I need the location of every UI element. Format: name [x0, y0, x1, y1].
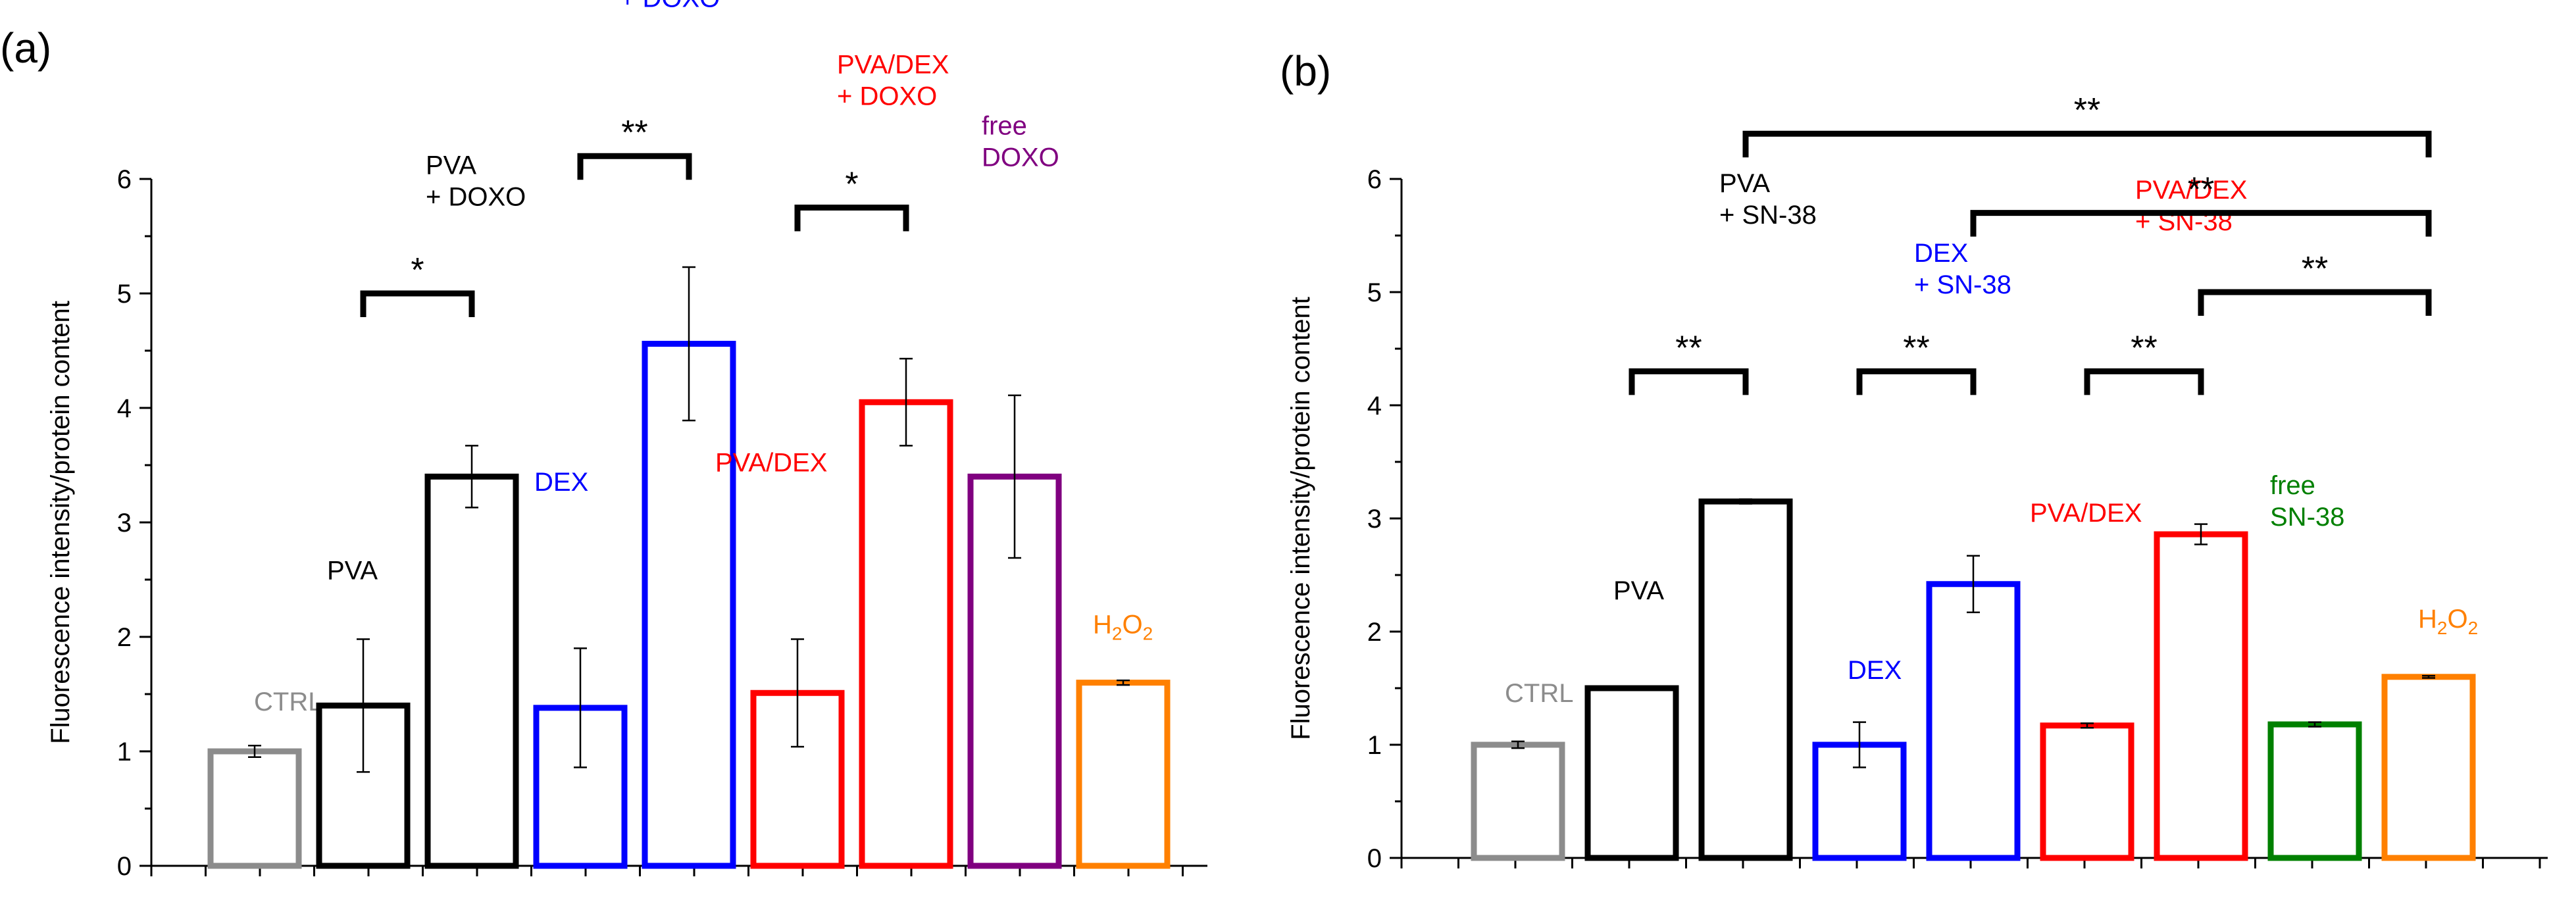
- panel-a-bar-pva-doxo-label: PVA + DOXO: [426, 151, 526, 211]
- panel-b-bar-free-sn-38: [2267, 721, 2362, 861]
- panel-b-bar-dex-sn-38-label: DEX + SN-38: [1914, 239, 2011, 299]
- panel-b-significance-label: **: [2131, 329, 2157, 367]
- panel-b-bar-pva-label: PVA: [1613, 576, 1664, 605]
- panel-a-plot: 0 1 2 3 4 5 6 Fluorescence intensity/protein co…: [46, 0, 1207, 881]
- panel-b-bar-dex-error-bar: [1853, 721, 1866, 768]
- panel-b-y-tick-label: 5: [1367, 278, 1382, 307]
- panel-a-y-tick-label: 5: [117, 280, 132, 309]
- panel-b-y-tick-label: 1: [1367, 731, 1382, 760]
- panel-b-bar-pva-dex-sn-38-error-bar: [2194, 523, 2208, 545]
- panel-a-bar-dex-label: DEX: [534, 468, 588, 497]
- panel-a-bar-pva-label: PVA: [327, 556, 378, 585]
- panel-b-bar-pva-dex-sn-38: [2154, 531, 2248, 861]
- panel-b-bar-ctrl: [1471, 741, 1565, 861]
- panel-a-significance-bracket: [794, 205, 909, 232]
- panel-b-bar-pva-dex: [2040, 722, 2134, 861]
- panel-b-y-tick-label: 4: [1367, 391, 1382, 420]
- panel-b: (b) 0 1 2 3 4 5 6 Fluorescence intensity/protei…: [1280, 47, 2548, 873]
- panel-a-bar-pva-error-bar: [357, 638, 370, 773]
- panel-b-significance-bracket: [1856, 368, 1977, 395]
- panel-b-y-tick-label: 0: [1367, 844, 1382, 873]
- panel-b-bar-pva-sn-38-label: PVA + SN-38: [1719, 169, 1817, 230]
- panel-a-y-tick-label: 4: [117, 394, 132, 423]
- panel-a-bar-h2o2: [1076, 680, 1171, 869]
- panel-a-bar-free-doxo-error-bar: [1008, 394, 1021, 559]
- panel-b-bar-pva-dex-label: PVA/DEX: [2030, 499, 2142, 528]
- panel-b-significance-label: **: [2302, 250, 2328, 288]
- panel-a-bar-ctrl-label: CTRL: [254, 688, 322, 716]
- panel-b-plot: 0 1 2 3 4 5 6 Fluorescence intensity/protein co…: [1286, 91, 2548, 873]
- panel-a-y-tick-label: 3: [117, 509, 132, 538]
- panel-a-y-tick-label: 6: [117, 165, 132, 194]
- panel-b-significance-label: **: [2074, 91, 2100, 130]
- panel-b-significance-label: **: [2188, 171, 2214, 209]
- panel-a-bar-pva-doxo: [424, 473, 519, 869]
- panel-a-bar-pva-doxo-error-bar: [465, 445, 478, 509]
- panel-b-y-tick-label: 6: [1367, 165, 1382, 194]
- panel-a-bar-pva-dex-doxo-label: PVA/DEX + DOXO: [837, 50, 949, 111]
- panel-a-significance-bracket: [577, 153, 692, 180]
- panel-a-bar-pva-dex-doxo-error-bar: [899, 357, 913, 447]
- panel-b-bar-pva-sn-38-error-bar: [1739, 498, 1752, 505]
- panel-a-bar-dex-doxo-error-bar: [682, 266, 695, 422]
- panel-a: (a) 0 1 2 3 4 5 6 Fluorescence intensity/protei…: [0, 0, 1207, 881]
- panel-a-bar-dex-doxo: [642, 341, 736, 869]
- panel-a-bar-pva-dex-doxo: [859, 399, 953, 869]
- panel-b-label: (b): [1280, 47, 1331, 95]
- panel-a-bar-free-doxo-label: free DOXO: [982, 111, 1059, 172]
- panel-b-y-tick-label: 2: [1367, 618, 1382, 647]
- panel-b-bar-dex-sn-38-error-bar: [1967, 555, 1980, 614]
- panel-b-bar-free-sn-38-label: free SN-38: [2270, 471, 2344, 532]
- panel-b-bar-dex-label: DEX: [1848, 656, 1902, 685]
- panel-a-significance-label: **: [621, 114, 647, 152]
- panel-b-y-tick-label: 3: [1367, 505, 1382, 534]
- panel-a-bar-dex-doxo-label: DEX+ DOXO: [620, 0, 720, 13]
- panel-b-significance-bracket: [2084, 368, 2204, 395]
- panel-a-y-tick-label: 0: [117, 852, 132, 881]
- panel-b-significance-bracket: [1742, 130, 2432, 158]
- panel-b-bar-h2o2-label: H2O2: [2418, 605, 2478, 638]
- panel-a-y-tick-label: 2: [117, 623, 132, 652]
- panel-a-bar-pva-dex-error-bar: [791, 638, 804, 748]
- panel-b-bar-pva: [1584, 685, 1679, 861]
- panel-b-bar-free-sn-38-error-bar: [2308, 721, 2321, 728]
- panel-b-significance-bracket: [1629, 368, 1749, 395]
- panel-b-significance-label: **: [1675, 329, 1702, 367]
- panel-b-significance-bracket: [1970, 210, 2432, 237]
- panel-a-significance-bracket: [360, 290, 475, 317]
- panel-b-significance-bracket: [2198, 289, 2432, 316]
- panel-b-bar-h2o2: [2381, 674, 2476, 861]
- panel-a-bar-ctrl-error-bar: [248, 745, 261, 758]
- panel-a-label: (a): [0, 24, 51, 72]
- panel-b-bar-dex-sn-38: [1926, 581, 2021, 861]
- panel-b-bar-h2o2-error-bar: [2422, 674, 2435, 679]
- panel-b-bar-ctrl-label: CTRL: [1505, 679, 1573, 708]
- panel-b-bar-pva-sn-38: [1698, 498, 1793, 861]
- panel-a-significance-label: *: [411, 251, 424, 289]
- panel-b-bar-ctrl-error-bar: [1511, 740, 1525, 749]
- panel-a-bar-h2o2-error-bar: [1117, 679, 1130, 686]
- panel-a-y-tick-label: 1: [117, 738, 132, 766]
- panel-a-bar-h2o2-label: H2O2: [1093, 611, 1153, 644]
- panel-a-bar-dex-error-bar: [574, 647, 587, 768]
- panel-b-bar-pva-dex-error-bar: [2081, 722, 2094, 729]
- panel-a-bar-pva-dex-label: PVA/DEX: [715, 448, 827, 477]
- panel-b-y-axis-title: Fluorescence intensity/protein content: [1286, 297, 1315, 740]
- panel-a-bar-ctrl: [207, 748, 302, 869]
- panel-b-significance-label: **: [1903, 329, 1929, 367]
- panel-a-y-axis-title: Fluorescence intensity/protein content: [46, 301, 75, 744]
- panel-a-significance-label: *: [845, 166, 858, 204]
